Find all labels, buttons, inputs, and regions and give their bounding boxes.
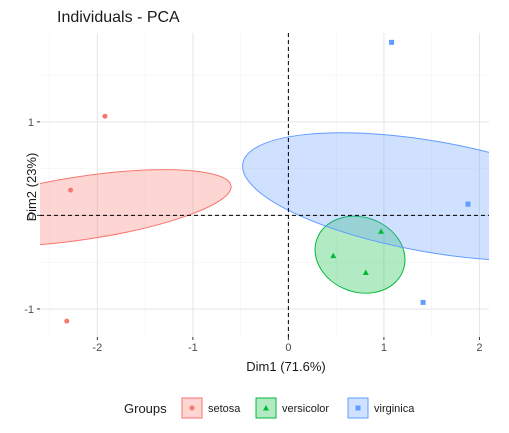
legend-label-virginica: virginica bbox=[374, 403, 415, 415]
grid-lines bbox=[40, 33, 489, 337]
x-tick-label: 1 bbox=[381, 342, 387, 354]
y-tick-label: 1 bbox=[28, 117, 34, 129]
y-tick-label: 0 bbox=[28, 210, 34, 222]
ellipse-versicolor bbox=[314, 215, 406, 294]
point-versicolor bbox=[378, 228, 385, 234]
point-virginica bbox=[420, 299, 426, 305]
point-versicolor bbox=[330, 252, 337, 259]
legend-title: Groups bbox=[124, 401, 167, 416]
ellipse-setosa bbox=[40, 169, 232, 247]
confidence-ellipses bbox=[40, 132, 489, 294]
point-virginica bbox=[389, 39, 395, 45]
y-tick-label: -1 bbox=[24, 304, 34, 316]
point-versicolor bbox=[362, 269, 369, 275]
x-axis-title: Dim1 (71.6%) bbox=[246, 359, 325, 374]
x-tick-label: -1 bbox=[188, 342, 198, 354]
legend: Groups setosa versicolor virginica bbox=[124, 397, 415, 419]
x-tick-label: 0 bbox=[285, 342, 291, 354]
point-setosa bbox=[68, 187, 74, 193]
x-tick-label: 2 bbox=[476, 342, 482, 354]
legend-label-setosa: setosa bbox=[208, 403, 241, 415]
ellipse-virginica bbox=[242, 132, 489, 262]
chart-title: Individuals - PCA bbox=[57, 9, 180, 26]
point-setosa bbox=[102, 113, 108, 119]
legend-label-versicolor: versicolor bbox=[282, 403, 329, 415]
data-points bbox=[64, 39, 471, 324]
reference-lines bbox=[40, 33, 489, 337]
plot-area bbox=[40, 33, 489, 337]
x-tick-label: -2 bbox=[92, 342, 102, 354]
point-setosa bbox=[64, 318, 70, 324]
point-virginica bbox=[465, 201, 471, 207]
axes: -2 -1 0 1 2 -1 0 1 bbox=[24, 117, 482, 354]
y-axis-title: Dim2 (23%) bbox=[24, 153, 39, 222]
legend-marker-versicolor bbox=[263, 405, 269, 411]
legend-marker-setosa bbox=[189, 405, 195, 411]
legend-marker-virginica bbox=[355, 405, 361, 411]
